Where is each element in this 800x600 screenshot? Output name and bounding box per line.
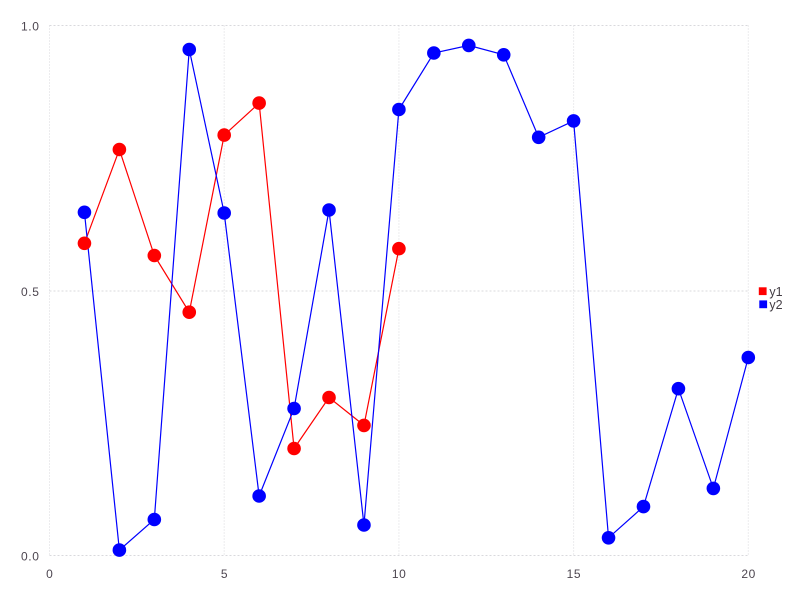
svg-text:10: 10: [392, 567, 407, 581]
svg-text:0: 0: [46, 567, 53, 581]
svg-text:y1: y1: [769, 285, 782, 299]
svg-text:1.0: 1.0: [21, 20, 39, 34]
svg-text:0.5: 0.5: [21, 285, 39, 299]
svg-text:5: 5: [221, 567, 228, 581]
svg-text:y2: y2: [769, 298, 782, 312]
svg-text:20: 20: [741, 567, 756, 581]
svg-text:0.0: 0.0: [21, 549, 39, 563]
svg-text:15: 15: [567, 567, 582, 581]
